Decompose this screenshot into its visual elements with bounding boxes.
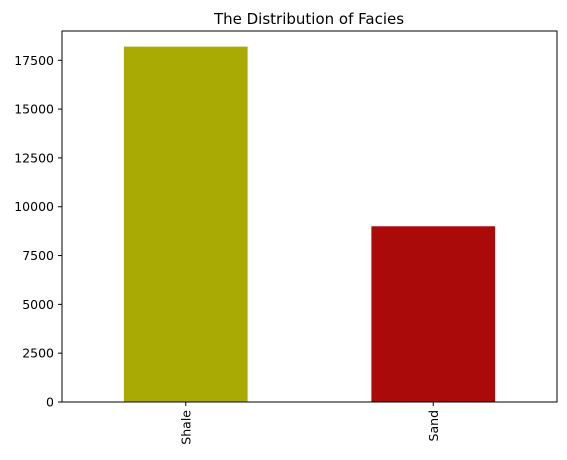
- y-tick-label: 2500: [22, 346, 54, 361]
- bar-sand: [371, 226, 496, 402]
- y-tick-label: 12500: [14, 150, 54, 165]
- y-tick-label: 15000: [14, 102, 54, 117]
- y-tick-label: 17500: [14, 53, 54, 68]
- y-tick-label: 10000: [14, 199, 54, 214]
- plot-frame: [61, 30, 558, 403]
- x-axis: Shale Sand: [178, 402, 441, 445]
- bars: [123, 46, 496, 402]
- x-tick-label-shale: Shale: [178, 410, 193, 445]
- chart-title: The Distribution of Facies: [213, 10, 404, 28]
- y-tick-label: 0: [46, 395, 54, 410]
- y-axis: 0 2500 5000 7500 10000 12500 15000 17500: [14, 53, 62, 410]
- x-tick-label-sand: Sand: [426, 410, 441, 441]
- y-tick-label: 7500: [22, 248, 54, 263]
- bar-shale: [123, 46, 248, 402]
- y-tick-label: 5000: [22, 297, 54, 312]
